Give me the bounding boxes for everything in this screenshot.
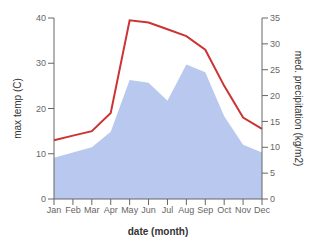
svg-text:25: 25 xyxy=(270,65,280,75)
svg-text:Mar: Mar xyxy=(84,205,100,215)
svg-text:30: 30 xyxy=(36,58,46,68)
svg-text:20: 20 xyxy=(36,104,46,114)
svg-text:Sep: Sep xyxy=(197,205,213,215)
svg-text:35: 35 xyxy=(270,13,280,23)
svg-text:May: May xyxy=(121,205,139,215)
svg-text:40: 40 xyxy=(36,13,46,23)
svg-text:Jun: Jun xyxy=(141,205,156,215)
svg-text:15: 15 xyxy=(270,117,280,127)
svg-text:Dec: Dec xyxy=(254,205,271,215)
svg-text:Jul: Jul xyxy=(162,205,174,215)
svg-text:Nov: Nov xyxy=(235,205,252,215)
svg-text:10: 10 xyxy=(270,142,280,152)
svg-text:20: 20 xyxy=(270,91,280,101)
svg-text:10: 10 xyxy=(36,149,46,159)
svg-text:Aug: Aug xyxy=(178,205,194,215)
svg-text:Jan: Jan xyxy=(47,205,62,215)
svg-text:Oct: Oct xyxy=(217,205,232,215)
svg-text:0: 0 xyxy=(270,194,275,204)
svg-text:0: 0 xyxy=(41,194,46,204)
svg-text:Apr: Apr xyxy=(104,205,118,215)
svg-text:max temp (C): max temp (C) xyxy=(12,78,23,139)
svg-text:Feb: Feb xyxy=(65,205,81,215)
svg-text:5: 5 xyxy=(270,168,275,178)
svg-text:med. precipitation (kg/m2): med. precipitation (kg/m2) xyxy=(293,51,304,167)
svg-text:date (month): date (month) xyxy=(128,226,189,237)
svg-text:30: 30 xyxy=(270,39,280,49)
